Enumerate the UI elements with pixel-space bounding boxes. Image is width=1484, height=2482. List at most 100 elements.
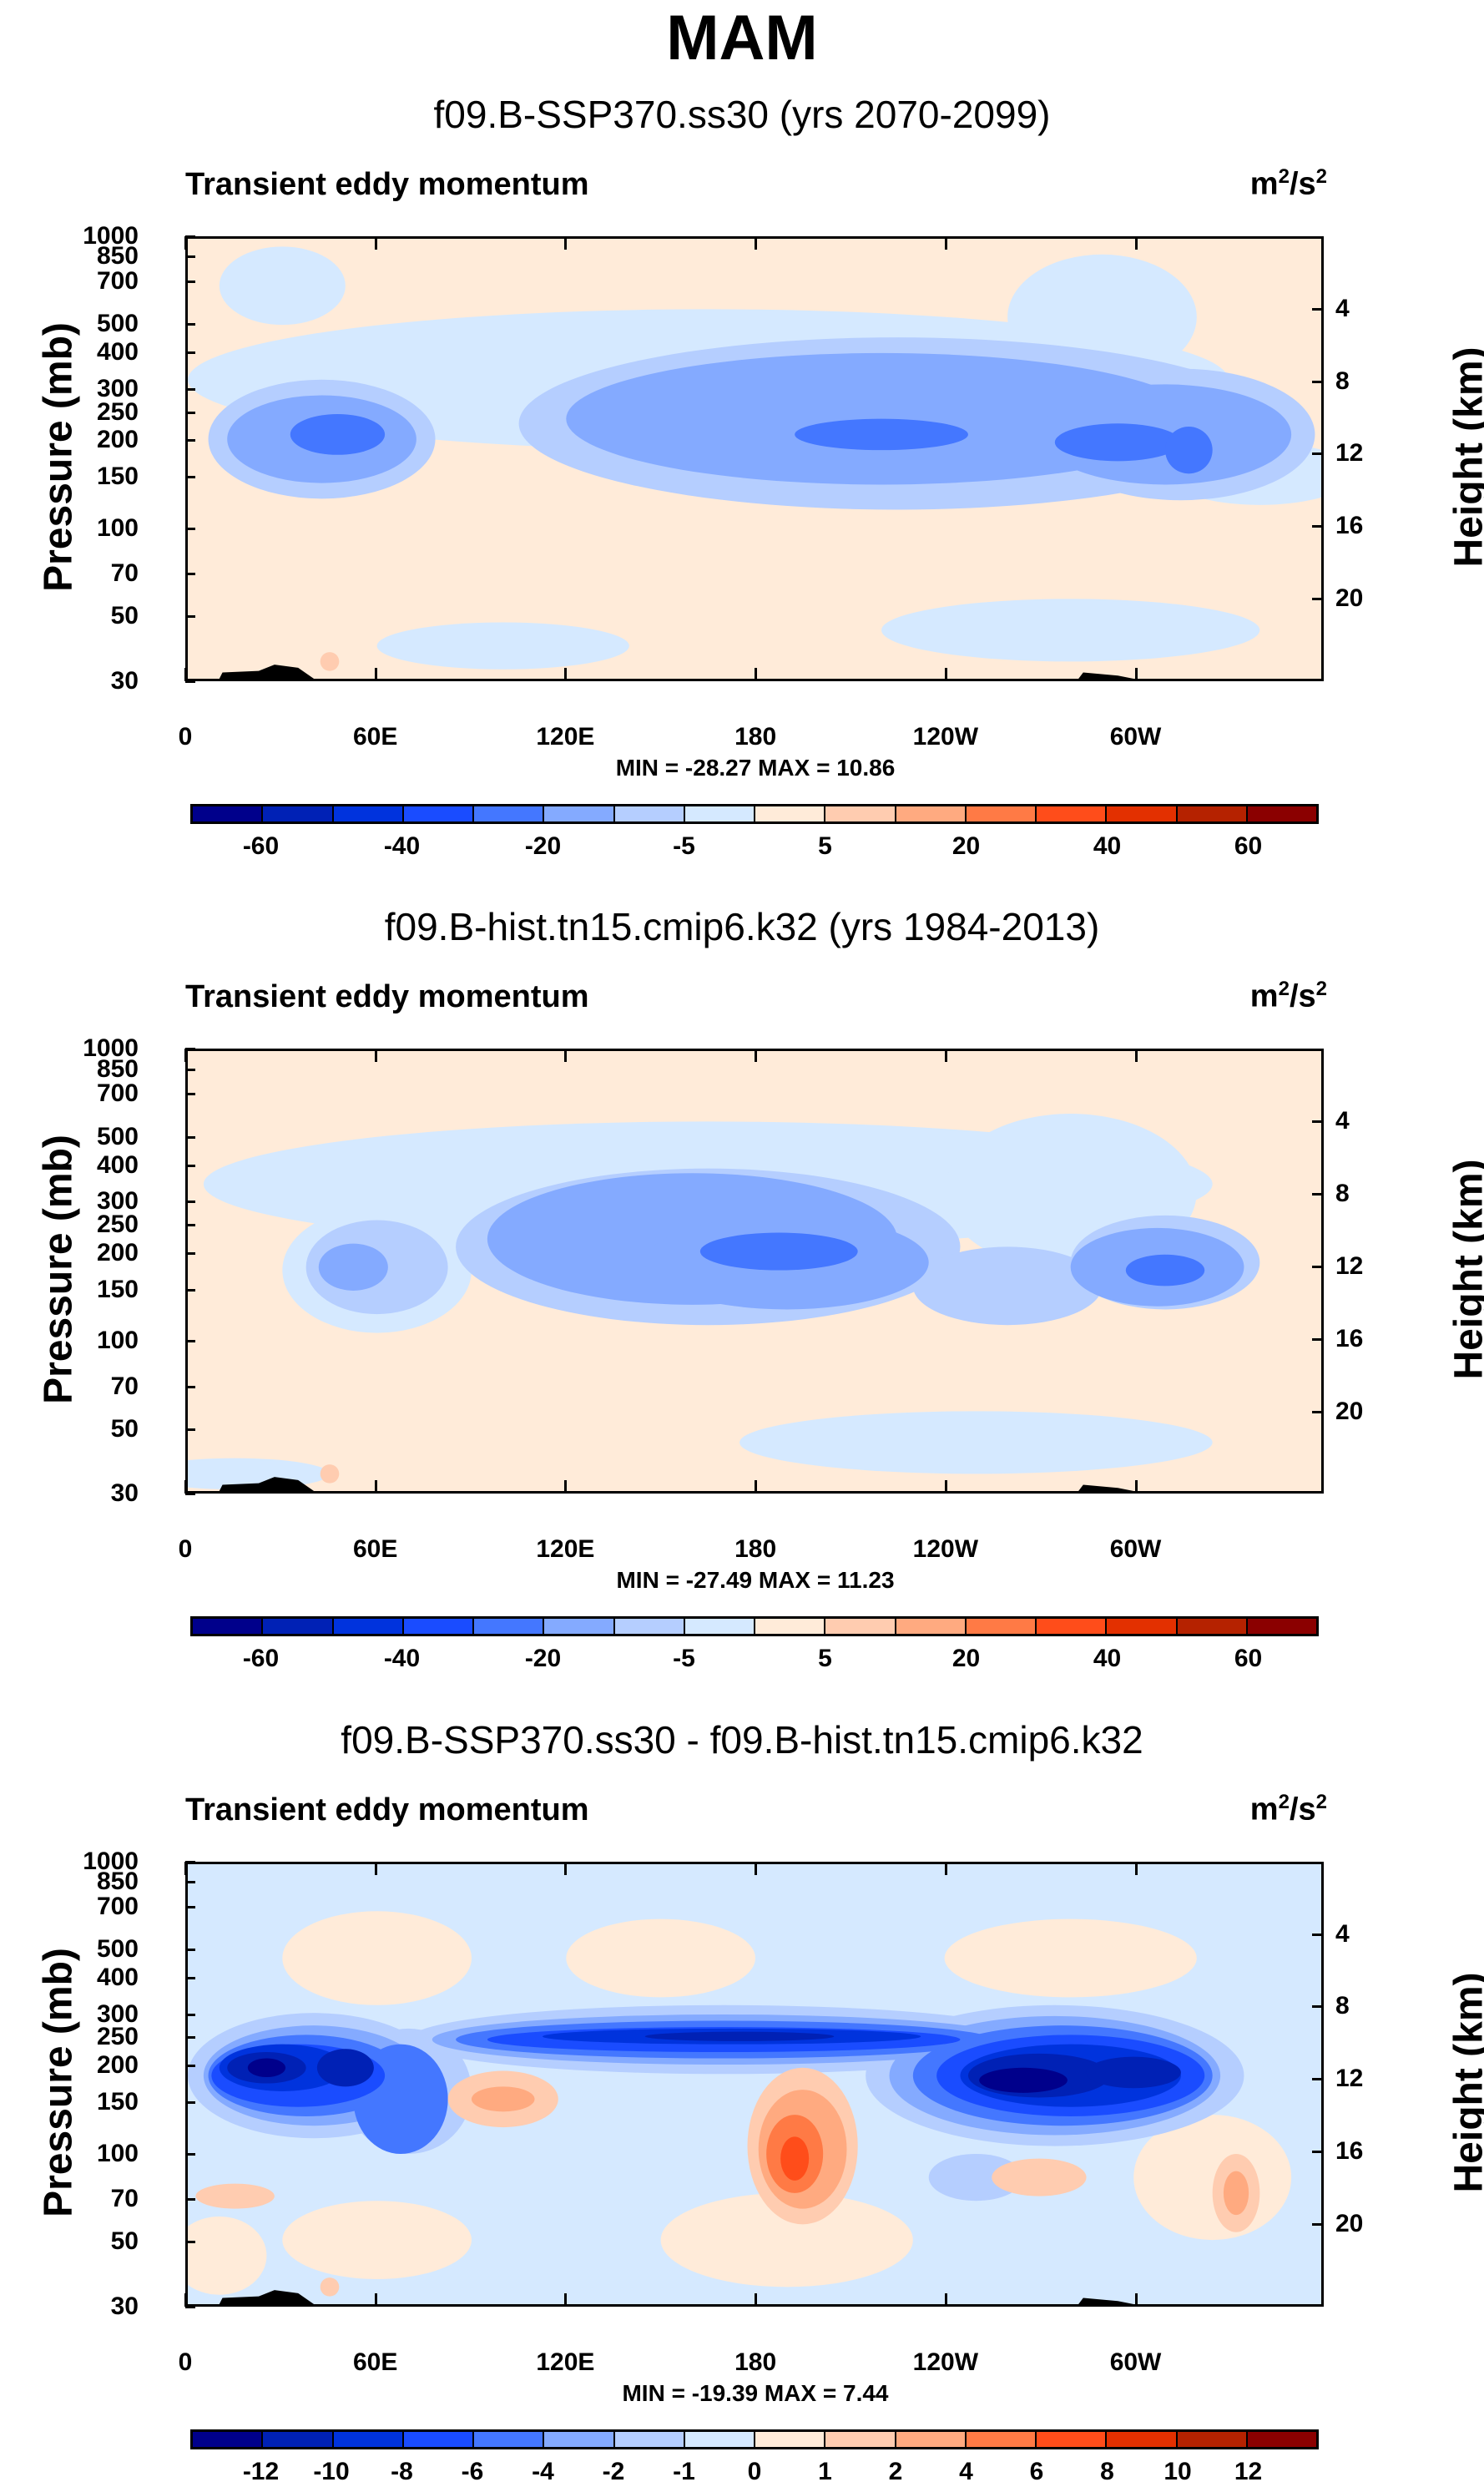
y-tick — [185, 1905, 195, 1908]
contour-region — [247, 2058, 286, 2077]
colorbar-bin — [1037, 806, 1108, 821]
x-tick — [564, 2292, 568, 2307]
y-tick — [185, 527, 195, 530]
y-tick — [185, 1164, 195, 1167]
colorbar-label: 1 — [818, 2457, 832, 2482]
x-tick — [374, 1861, 377, 1875]
x-tick — [1134, 1480, 1138, 1494]
contour-region — [471, 2086, 535, 2112]
colorbar-bin — [966, 806, 1037, 821]
y-tick-label: 500 — [96, 1122, 139, 1150]
y2-tick-label: 20 — [1335, 1397, 1364, 1425]
min-max-label: MIN = -27.49 MAX = 11.23 — [616, 1567, 895, 1594]
y2-tick-label: 16 — [1335, 2137, 1364, 2166]
y-tick-label: 30 — [110, 1479, 139, 1508]
y-tick-label: 400 — [96, 1150, 139, 1179]
units-label: m2/s2 — [1249, 165, 1327, 202]
colorbar-bin — [544, 806, 615, 821]
x-tick-label: 60E — [353, 2348, 398, 2376]
colorbar-label: -10 — [313, 2457, 350, 2482]
colorbar-label: -1 — [673, 2457, 695, 2482]
colorbar-label: -60 — [242, 832, 280, 860]
contour-plot — [185, 1049, 1324, 1494]
x-tick-label: 0 — [178, 2348, 193, 2376]
x-tick — [184, 668, 187, 681]
contour-region — [566, 1918, 755, 1998]
variable-label: Transient eddy momentum — [185, 1792, 589, 1827]
colorbar-bin — [966, 1619, 1037, 1635]
variable-label: Transient eddy momentum — [185, 167, 589, 202]
x-tick — [374, 668, 377, 681]
y-tick-label: 70 — [110, 2184, 139, 2212]
x-tick — [944, 668, 947, 681]
contour-region — [795, 418, 968, 451]
y-tick — [185, 1976, 195, 1979]
y2-tick — [1312, 2078, 1324, 2081]
y-tick-label: 300 — [96, 1187, 139, 1216]
colorbar-label: -6 — [461, 2457, 484, 2482]
contour-region — [376, 622, 629, 670]
min-max-label: MIN = -19.39 MAX = 7.44 — [622, 2379, 889, 2406]
x-tick — [755, 1861, 758, 1875]
x-tick — [184, 1480, 187, 1494]
colorbar — [190, 1616, 1319, 1637]
contour-region — [644, 2031, 835, 2041]
y-tick-label: 50 — [110, 1414, 139, 1443]
contour-region — [780, 2136, 810, 2181]
y2-tick-label: 8 — [1335, 1179, 1350, 1207]
y-tick — [185, 255, 195, 259]
y-tick — [185, 1340, 195, 1343]
y-tick — [185, 323, 195, 326]
colorbar-bin — [333, 2431, 404, 2447]
colorbar-bin — [684, 2431, 755, 2447]
colorbar — [190, 2429, 1319, 2449]
y2-tick — [1312, 452, 1324, 456]
contour-region — [912, 1246, 1103, 1326]
panel-2: f09.B-hist.tn15.cmip6.k32 (yrs 1984-2013… — [0, 812, 1484, 1672]
colorbar — [190, 804, 1319, 824]
y2-axis-title: Height (km) — [1446, 1159, 1484, 1380]
contour-region — [195, 2183, 275, 2209]
x-tick-label: 0 — [178, 723, 193, 751]
y2-tick — [1312, 2005, 1324, 2009]
x-tick — [564, 1049, 568, 1063]
y-tick — [185, 411, 195, 414]
y2-tick-label: 16 — [1335, 512, 1364, 540]
panel-1: f09.B-SSP370.ss30 (yrs 2070-2099) Transie… — [0, 0, 1484, 860]
contour-region — [660, 2192, 913, 2287]
colorbar-label: 2 — [888, 2457, 903, 2482]
y-tick-label: 150 — [96, 463, 139, 491]
colorbar-bin — [1037, 1619, 1108, 1635]
y-tick-label: 250 — [96, 1210, 139, 1238]
x-tick — [564, 668, 568, 681]
x-tick-label: 180 — [734, 723, 777, 751]
y2-tick-label: 12 — [1335, 1251, 1364, 1280]
x-tick-label: 60W — [1109, 723, 1162, 751]
y-tick-label: 50 — [110, 602, 139, 630]
x-tick — [944, 1480, 947, 1494]
x-tick — [1134, 236, 1138, 250]
y2-tick-label: 16 — [1335, 1324, 1364, 1352]
y2-tick — [1312, 598, 1324, 601]
y-tick — [185, 573, 195, 576]
colorbar-bin — [896, 2431, 967, 2447]
y-tick — [185, 280, 195, 283]
y-tick-label: 300 — [96, 374, 139, 402]
colorbar-bin — [825, 1619, 896, 1635]
y-tick — [185, 235, 195, 238]
colorbar-label: 8 — [1100, 2457, 1114, 2482]
colorbar-label: 40 — [1093, 1645, 1122, 1673]
y2-tick — [1312, 1265, 1324, 1268]
y2-tick-label: 4 — [1335, 1107, 1350, 1135]
x-tick — [755, 236, 758, 250]
y-tick-label: 70 — [110, 559, 139, 588]
y-tick — [185, 387, 195, 391]
y-tick-label: 100 — [96, 2139, 139, 2167]
colorbar-bin — [1177, 2431, 1248, 2447]
panel-subtitle: f09.B-hist.tn15.cmip6.k32 (yrs 1984-2013… — [384, 905, 1100, 949]
colorbar-bin — [333, 1619, 404, 1635]
colorbar-label: 20 — [951, 832, 981, 860]
x-tick — [944, 1861, 947, 1875]
y2-tick — [1312, 307, 1324, 311]
contour-region — [1054, 423, 1181, 462]
